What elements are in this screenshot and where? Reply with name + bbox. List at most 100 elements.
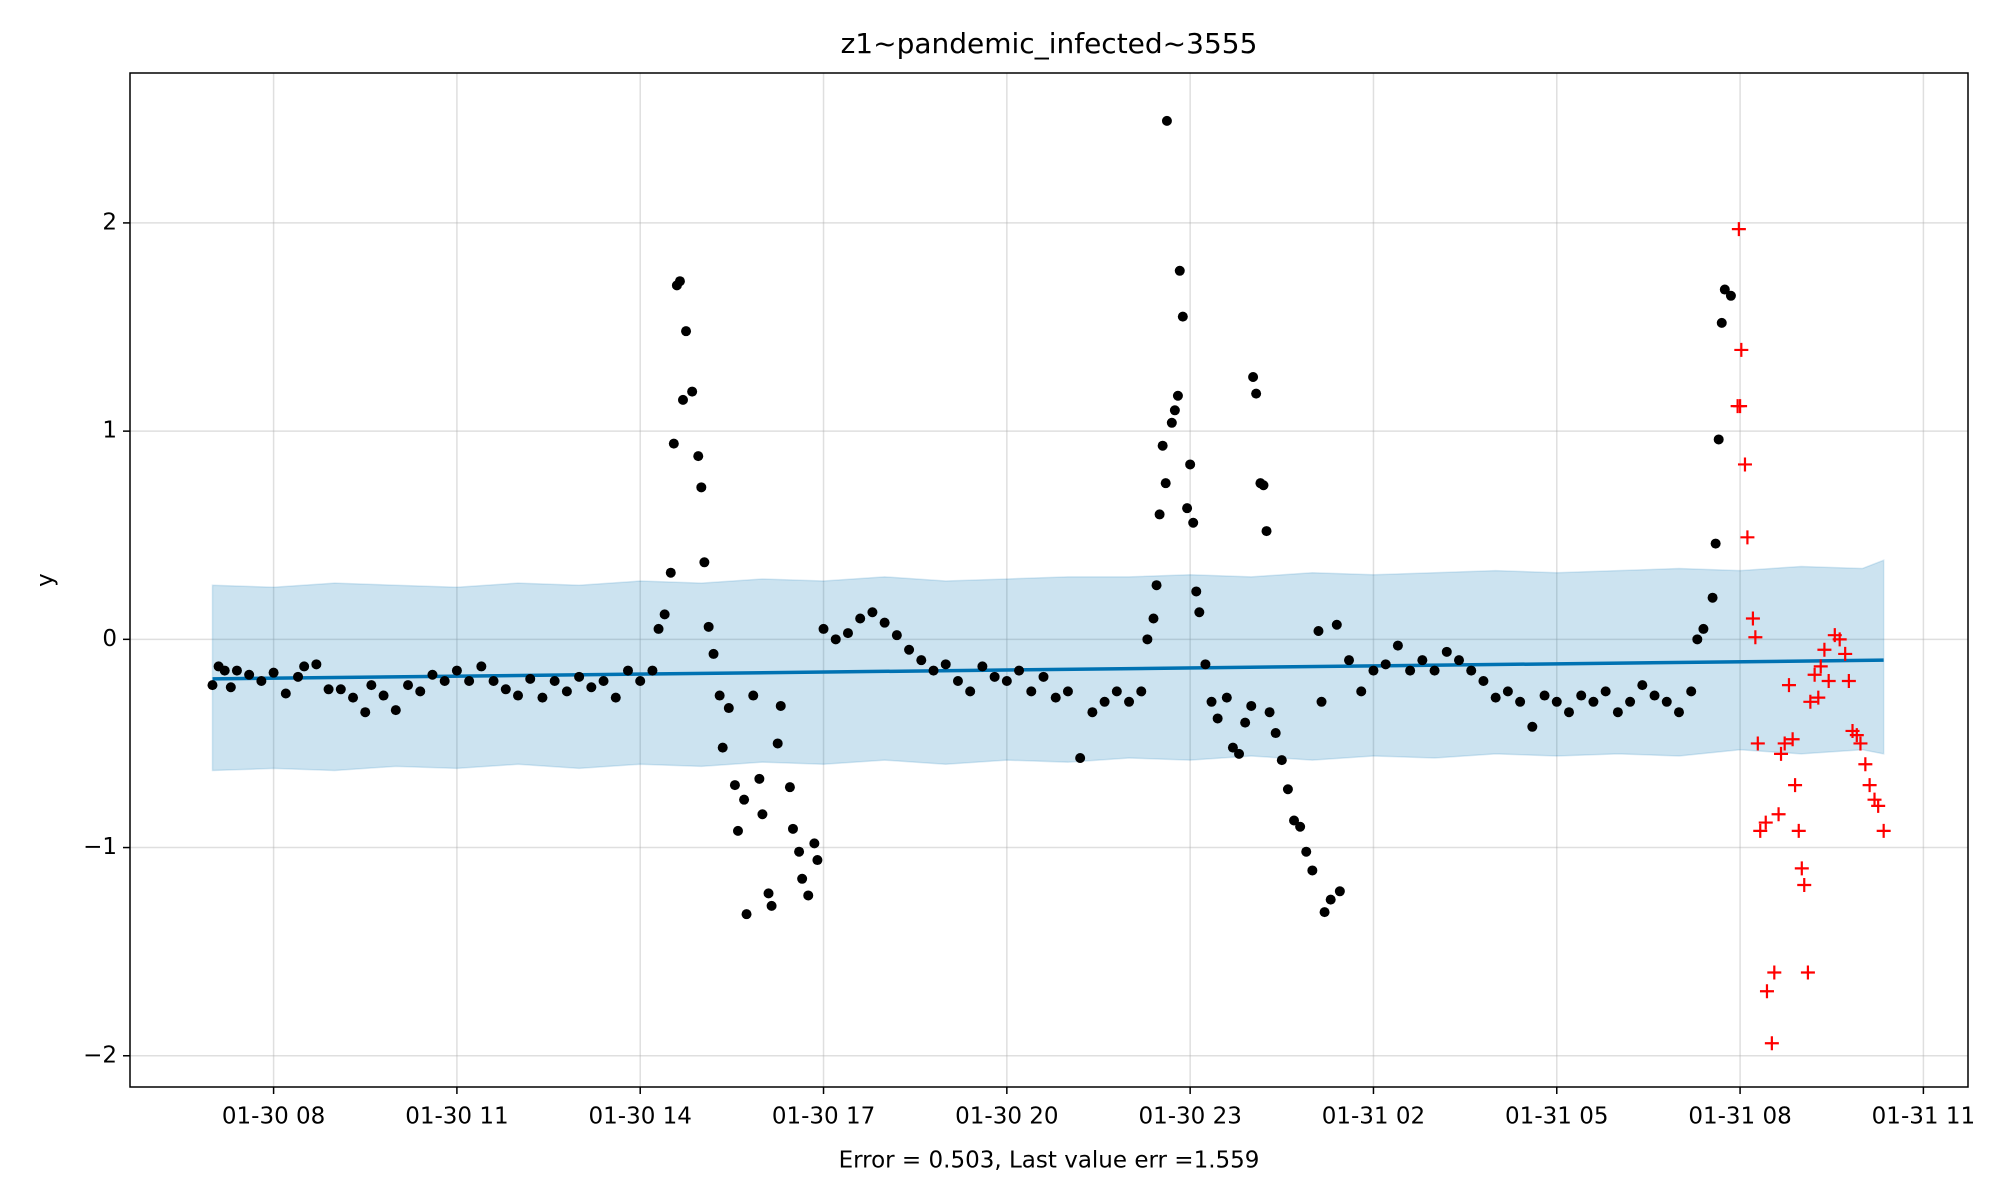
- data-point: [1234, 748, 1245, 759]
- data-point: [696, 482, 707, 493]
- forecast-point: [1817, 642, 1832, 657]
- data-point: [1707, 592, 1718, 603]
- data-point: [1368, 665, 1379, 676]
- data-point: [1441, 646, 1452, 657]
- data-point: [256, 675, 267, 686]
- data-point: [476, 661, 487, 672]
- data-point: [653, 623, 664, 634]
- forecast-point: [1774, 746, 1789, 761]
- data-point: [1276, 755, 1287, 766]
- data-point: [830, 634, 841, 645]
- data-point: [763, 888, 774, 899]
- data-point: [1600, 686, 1611, 697]
- forecast-point: [1800, 965, 1815, 980]
- data-point: [797, 873, 808, 884]
- data-point: [693, 451, 704, 462]
- data-point: [1200, 659, 1211, 670]
- forecast-point: [1753, 823, 1768, 838]
- data-point: [360, 707, 371, 718]
- data-point: [1087, 707, 1098, 718]
- data-point: [549, 675, 560, 686]
- forecast-point: [1841, 673, 1856, 688]
- data-point: [610, 692, 621, 703]
- data-point: [1725, 290, 1736, 301]
- data-point: [867, 607, 878, 618]
- data-point: [439, 675, 450, 686]
- data-point: [794, 846, 805, 857]
- data-point: [1157, 440, 1168, 451]
- data-point: [1026, 686, 1037, 697]
- forecast-point: [1734, 342, 1749, 357]
- data-point: [1325, 894, 1336, 905]
- data-point: [525, 673, 536, 684]
- data-point: [1161, 115, 1172, 126]
- forecast-point: [1781, 678, 1796, 693]
- data-point: [1258, 480, 1269, 491]
- forecast-point: [1838, 646, 1853, 661]
- plot-area: [207, 115, 1891, 1051]
- data-point: [1344, 655, 1355, 666]
- data-point: [1050, 692, 1061, 703]
- data-point: [818, 623, 829, 634]
- data-point: [1148, 613, 1159, 624]
- y-tick-label: 2: [102, 209, 117, 235]
- data-point: [1038, 671, 1049, 682]
- data-point: [1698, 623, 1709, 634]
- x-tick-label: 01-31 02: [1322, 1104, 1425, 1130]
- data-point: [1380, 659, 1391, 670]
- data-point: [1334, 886, 1345, 897]
- data-point: [1182, 503, 1193, 514]
- data-point: [311, 659, 322, 670]
- forecast-point: [1858, 757, 1873, 772]
- data-point: [225, 682, 236, 693]
- data-point: [729, 780, 740, 791]
- x-tick-label: 01-31 08: [1688, 1104, 1791, 1130]
- data-point: [812, 855, 823, 866]
- data-point: [1185, 459, 1196, 470]
- data-point: [451, 665, 462, 676]
- forecast-point: [1876, 823, 1891, 838]
- x-axis-label: Error = 0.503, Last value err =1.559: [839, 1148, 1260, 1174]
- data-point: [714, 690, 725, 701]
- x-tick-label: 01-30 23: [1138, 1104, 1241, 1130]
- data-point: [677, 394, 688, 405]
- forecast-point: [1811, 690, 1826, 705]
- data-point: [1075, 753, 1086, 764]
- data-point: [348, 692, 359, 703]
- data-point: [244, 669, 255, 680]
- trend-line: [212, 658, 1884, 681]
- forecast-point: [1807, 667, 1822, 682]
- data-point: [1527, 721, 1538, 732]
- data-point: [574, 671, 585, 682]
- data-point: [1194, 607, 1205, 618]
- y-tick-label: 1: [102, 418, 117, 444]
- data-point: [488, 675, 499, 686]
- data-point: [703, 621, 714, 632]
- data-point: [1270, 728, 1281, 739]
- data-point: [1719, 284, 1730, 295]
- data-point: [1282, 784, 1293, 795]
- data-point: [787, 823, 798, 834]
- x-tick-label: 01-30 08: [222, 1104, 325, 1130]
- forecast-point: [1862, 778, 1877, 793]
- data-point: [299, 661, 310, 672]
- data-point: [1356, 686, 1367, 697]
- data-point: [965, 686, 976, 697]
- forecast-point: [1758, 815, 1773, 830]
- data-point: [1649, 690, 1660, 701]
- y-tick-label: 0: [102, 626, 117, 652]
- data-point: [766, 900, 777, 911]
- data-point: [784, 782, 795, 793]
- data-point: [1307, 865, 1318, 876]
- data-point: [674, 276, 685, 287]
- data-point: [1154, 509, 1165, 520]
- forecast-point: [1745, 611, 1760, 626]
- data-point: [280, 688, 291, 699]
- data-point: [940, 659, 951, 670]
- data-point: [1515, 696, 1526, 707]
- data-point: [1221, 692, 1232, 703]
- data-point: [586, 682, 597, 693]
- data-point: [1295, 821, 1306, 832]
- data-point: [1251, 388, 1262, 399]
- data-point: [1454, 655, 1465, 666]
